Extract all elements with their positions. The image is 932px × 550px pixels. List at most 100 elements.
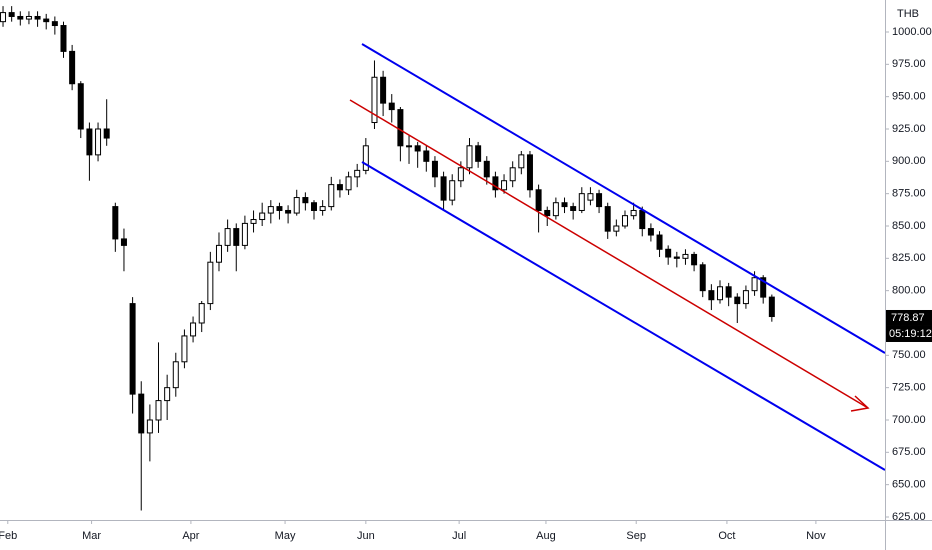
y-tick-label: 950.00 xyxy=(892,91,926,103)
y-tick-label: 800.00 xyxy=(892,285,926,297)
candle-body xyxy=(112,206,119,240)
candle-body xyxy=(172,361,179,389)
candle-body xyxy=(742,290,749,305)
x-tick-label: Jun xyxy=(357,530,375,542)
candle-body xyxy=(552,202,559,217)
y-tick-label: 625.00 xyxy=(892,511,926,523)
candle-body xyxy=(215,244,222,263)
candle-body xyxy=(682,253,689,259)
candle-body xyxy=(483,160,490,178)
y-tick-label: 700.00 xyxy=(892,414,926,426)
x-tick-label: Jul xyxy=(452,530,466,542)
candle-body xyxy=(293,197,300,214)
y-tick-label: 850.00 xyxy=(892,220,926,232)
last-price-label: 778.87 xyxy=(891,312,925,324)
y-tick-label: 975.00 xyxy=(892,58,926,70)
candle-body xyxy=(440,176,447,201)
candle-body xyxy=(570,206,577,211)
candle-body xyxy=(673,256,680,259)
arrow-head xyxy=(850,395,870,412)
candle-body xyxy=(51,21,58,27)
trend-arrow xyxy=(349,99,869,409)
candle-body xyxy=(86,128,93,156)
candle-body xyxy=(8,12,15,17)
y-tick-label: 925.00 xyxy=(892,123,926,135)
candle-body xyxy=(302,197,309,204)
candle-body xyxy=(561,202,568,208)
candle-body xyxy=(630,209,637,217)
y-tick-label: 650.00 xyxy=(892,479,926,491)
candle-body xyxy=(371,76,378,124)
candle-body xyxy=(578,193,585,211)
candle-body xyxy=(328,184,335,208)
candle-body xyxy=(457,167,464,182)
candle-body xyxy=(207,261,214,305)
x-tick-label: Mar xyxy=(82,530,101,542)
candle-body xyxy=(345,176,352,191)
candle-body xyxy=(431,160,438,178)
candle-body xyxy=(120,238,127,246)
candle-body xyxy=(17,15,24,20)
candle-body xyxy=(267,206,274,214)
candle-body xyxy=(604,206,611,232)
candle-body xyxy=(276,206,283,211)
candle-body xyxy=(535,189,542,211)
currency-label: THB xyxy=(897,8,919,20)
candle-body xyxy=(0,12,7,23)
candle-body xyxy=(129,303,136,395)
candle-body xyxy=(708,290,715,301)
channel-lower xyxy=(361,161,886,471)
candle-body xyxy=(146,419,153,434)
channel-upper xyxy=(361,43,886,354)
y-tick-label: 750.00 xyxy=(892,349,926,361)
candle-body xyxy=(388,102,395,111)
candle-body xyxy=(475,145,482,162)
candle-body xyxy=(492,176,499,191)
x-tick-label: May xyxy=(275,530,296,542)
candle-body xyxy=(319,206,326,211)
candle-body xyxy=(285,209,292,214)
candle-body xyxy=(734,296,741,305)
plot-area xyxy=(0,6,775,511)
candle-body xyxy=(69,50,76,85)
candle-body xyxy=(760,277,767,298)
candle-body xyxy=(509,167,516,182)
candle-body xyxy=(241,222,248,246)
countdown-label: 05:19:12 xyxy=(889,328,932,340)
candle-body xyxy=(466,145,473,169)
candle-body xyxy=(691,253,698,266)
candle-body xyxy=(138,393,145,434)
candle-body xyxy=(77,83,84,130)
y-tick-label: 725.00 xyxy=(892,382,926,394)
candle-body xyxy=(751,277,758,292)
x-tick-label: Apr xyxy=(182,530,199,542)
candle-body xyxy=(423,150,430,162)
candle-body xyxy=(155,400,162,421)
x-tick-label: Oct xyxy=(718,530,735,542)
y-tick-label: 1000.00 xyxy=(892,26,932,38)
countdown-tag xyxy=(886,325,932,342)
candle-body xyxy=(250,219,257,224)
x-tick-label: Nov xyxy=(806,530,826,542)
x-tick-label: Feb xyxy=(0,530,17,542)
candle-body xyxy=(224,228,231,246)
last-price-tag xyxy=(886,309,932,326)
candle-body xyxy=(725,286,732,298)
candle-body xyxy=(768,296,775,318)
candle-body xyxy=(414,145,421,152)
candle-body xyxy=(665,248,672,258)
candle-body xyxy=(544,209,551,217)
candle-body xyxy=(587,193,594,201)
candle-body xyxy=(95,128,102,156)
candle-body xyxy=(406,145,413,148)
candle-body xyxy=(181,335,188,363)
time-axis xyxy=(0,520,932,550)
candle-body xyxy=(526,154,533,191)
candle-body xyxy=(362,145,369,171)
y-tick-label: 875.00 xyxy=(892,188,926,200)
price-axis xyxy=(885,0,932,550)
candle-body xyxy=(501,180,508,191)
x-tick-label: Sep xyxy=(626,530,646,542)
candle-body xyxy=(699,264,706,292)
